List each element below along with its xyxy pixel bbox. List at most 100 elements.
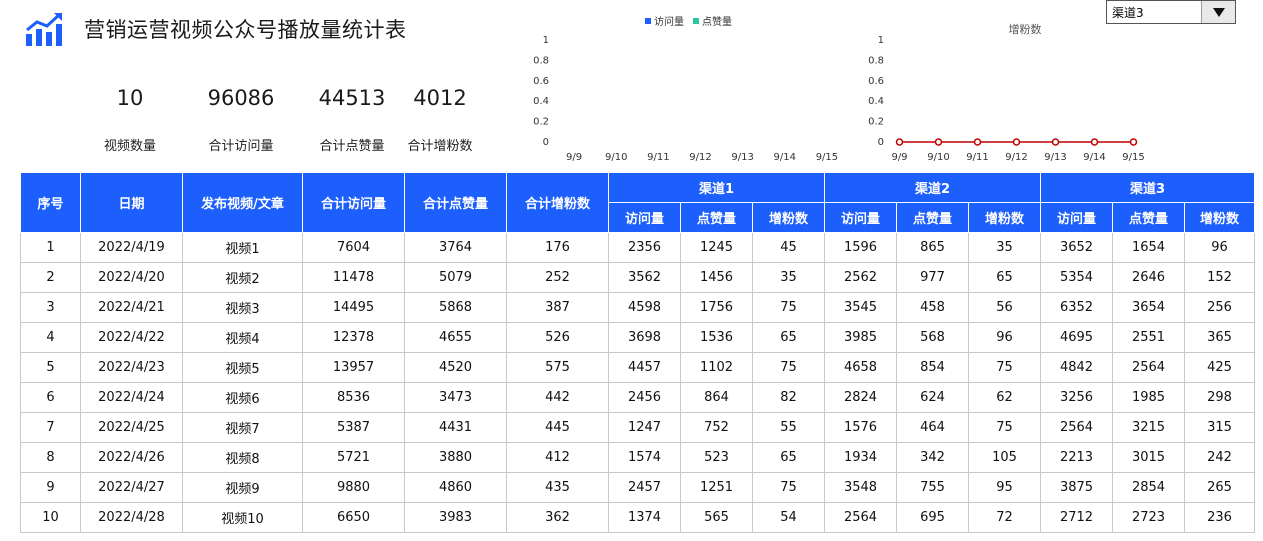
cell-ch3-fans: 265 [1184, 472, 1255, 503]
cell-date: 2022/4/26 [80, 442, 183, 473]
cell-total-fans: 435 [506, 472, 609, 503]
cell-ch3-likes: 2646 [1112, 262, 1185, 293]
cell-total-fans: 445 [506, 412, 609, 443]
channel-select-value: 渠道3 [1112, 6, 1144, 20]
cell-video: 视频6 [182, 382, 303, 413]
channel-select[interactable]: 渠道3 [1106, 0, 1236, 24]
cell-ch1-visits: 3562 [608, 262, 681, 293]
cell-total-visits: 11478 [302, 262, 405, 293]
cell-date: 2022/4/27 [80, 472, 183, 503]
data-point [1129, 138, 1138, 146]
cell-date: 2022/4/23 [80, 352, 183, 383]
x-tick-label: 9/12 [1005, 152, 1027, 163]
cell-ch3-visits: 3256 [1040, 382, 1113, 413]
cell-ch1-fans: 54 [752, 502, 825, 533]
cell-ch3-likes: 1985 [1112, 382, 1185, 413]
table-row: 10 2022/4/28 视频10 6650 3983 362 1374 565 54 2564 6… [20, 502, 1255, 533]
cell-index: 6 [20, 382, 81, 413]
header-ch1-likes: 点赞量 [680, 202, 753, 233]
cell-total-fans: 176 [506, 232, 609, 263]
table-row: 1 2022/4/19 视频1 7604 3764 176 2356 1245 45 1596 86… [20, 232, 1255, 263]
bar-chart-trend-icon [26, 13, 62, 46]
header-ch2-likes: 点赞量 [896, 202, 969, 233]
cell-ch1-visits: 1374 [608, 502, 681, 533]
header-ch3-likes: 点赞量 [1112, 202, 1185, 233]
cell-ch1-likes: 565 [680, 502, 753, 533]
x-tick-label: 9/12 [689, 152, 711, 163]
stat-video-count-value: 10 [116, 86, 144, 110]
cell-ch1-visits: 2356 [608, 232, 681, 263]
cell-ch2-visits: 2564 [824, 502, 897, 533]
cell-ch3-likes: 1654 [1112, 232, 1185, 263]
statistics-table: 序号 日期 发布视频/文章 合计访问量 合计点赞量 合计增粉数 渠道1 渠道2 … [20, 172, 1255, 533]
cell-ch2-visits: 1934 [824, 442, 897, 473]
cell-date: 2022/4/22 [80, 322, 183, 353]
stat-total-visits-value: 96086 [207, 86, 275, 110]
cell-ch1-visits: 1574 [608, 442, 681, 473]
x-tick-label: 9/10 [927, 152, 949, 163]
stat-total-likes-label: 合计点赞量 [319, 139, 385, 154]
y-tick-label: 1 [543, 35, 549, 46]
cell-ch1-likes: 1251 [680, 472, 753, 503]
header-video: 发布视频/文章 [182, 172, 303, 233]
y-tick-label: 0.6 [868, 76, 884, 87]
y-tick-label: 0.8 [868, 55, 884, 66]
cell-ch2-likes: 624 [896, 382, 969, 413]
cell-ch3-visits: 3875 [1040, 472, 1113, 503]
cell-ch1-fans: 65 [752, 322, 825, 353]
cell-ch3-visits: 4695 [1040, 322, 1113, 353]
cell-ch1-fans: 75 [752, 292, 825, 323]
cell-total-likes: 5079 [404, 262, 507, 293]
cell-ch1-fans: 55 [752, 412, 825, 443]
cell-ch1-fans: 75 [752, 352, 825, 383]
header-ch2-visits: 访问量 [824, 202, 897, 233]
x-tick-label: 9/13 [731, 152, 753, 163]
cell-ch1-likes: 523 [680, 442, 753, 473]
cell-total-visits: 13957 [302, 352, 405, 383]
cell-ch1-likes: 752 [680, 412, 753, 443]
cell-ch1-likes: 1456 [680, 262, 753, 293]
x-tick-label: 9/10 [605, 152, 627, 163]
cell-ch2-visits: 1576 [824, 412, 897, 443]
cell-total-fans: 252 [506, 262, 609, 293]
cell-total-fans: 412 [506, 442, 609, 473]
cell-total-visits: 5387 [302, 412, 405, 443]
cell-ch2-fans: 75 [968, 412, 1041, 443]
cell-ch3-likes: 3015 [1112, 442, 1185, 473]
x-tick-label: 9/14 [1083, 152, 1105, 163]
legend-swatch [693, 18, 699, 24]
dropdown-arrow-icon[interactable] [1201, 1, 1235, 23]
cell-ch3-fans: 425 [1184, 352, 1255, 383]
cell-ch2-likes: 865 [896, 232, 969, 263]
cell-ch3-likes: 3654 [1112, 292, 1185, 323]
cell-ch1-fans: 82 [752, 382, 825, 413]
cell-total-fans: 575 [506, 352, 609, 383]
cell-ch3-fans: 256 [1184, 292, 1255, 323]
cell-index: 9 [20, 472, 81, 503]
cell-ch2-likes: 342 [896, 442, 969, 473]
cell-ch3-fans: 298 [1184, 382, 1255, 413]
cell-total-visits: 7604 [302, 232, 405, 263]
header-ch3-fans: 增粉数 [1184, 202, 1255, 233]
cell-total-likes: 3983 [404, 502, 507, 533]
cell-ch1-likes: 1536 [680, 322, 753, 353]
data-point [1012, 138, 1021, 146]
cell-ch1-visits: 2456 [608, 382, 681, 413]
cell-total-visits: 9880 [302, 472, 405, 503]
y-tick-label: 1 [878, 35, 884, 46]
header-date: 日期 [80, 172, 183, 233]
cell-ch1-fans: 65 [752, 442, 825, 473]
table-row: 8 2022/4/26 视频8 5721 3880 412 1574 523 65 1934 342… [20, 442, 1255, 473]
table-row: 5 2022/4/23 视频5 13957 4520 575 4457 1102 75 4658 8… [20, 352, 1255, 383]
header-ch2-fans: 增粉数 [968, 202, 1041, 233]
cell-video: 视频8 [182, 442, 303, 473]
header-total-likes: 合计点赞量 [404, 172, 507, 233]
cell-ch3-likes: 3215 [1112, 412, 1185, 443]
x-tick-label: 9/13 [1044, 152, 1066, 163]
table-row: 6 2022/4/24 视频6 8536 3473 442 2456 864 82 2824 624… [20, 382, 1255, 413]
cell-ch2-fans: 72 [968, 502, 1041, 533]
header-index: 序号 [20, 172, 81, 233]
y-tick-label: 0.2 [868, 117, 884, 128]
cell-total-visits: 5721 [302, 442, 405, 473]
cell-ch2-likes: 695 [896, 502, 969, 533]
